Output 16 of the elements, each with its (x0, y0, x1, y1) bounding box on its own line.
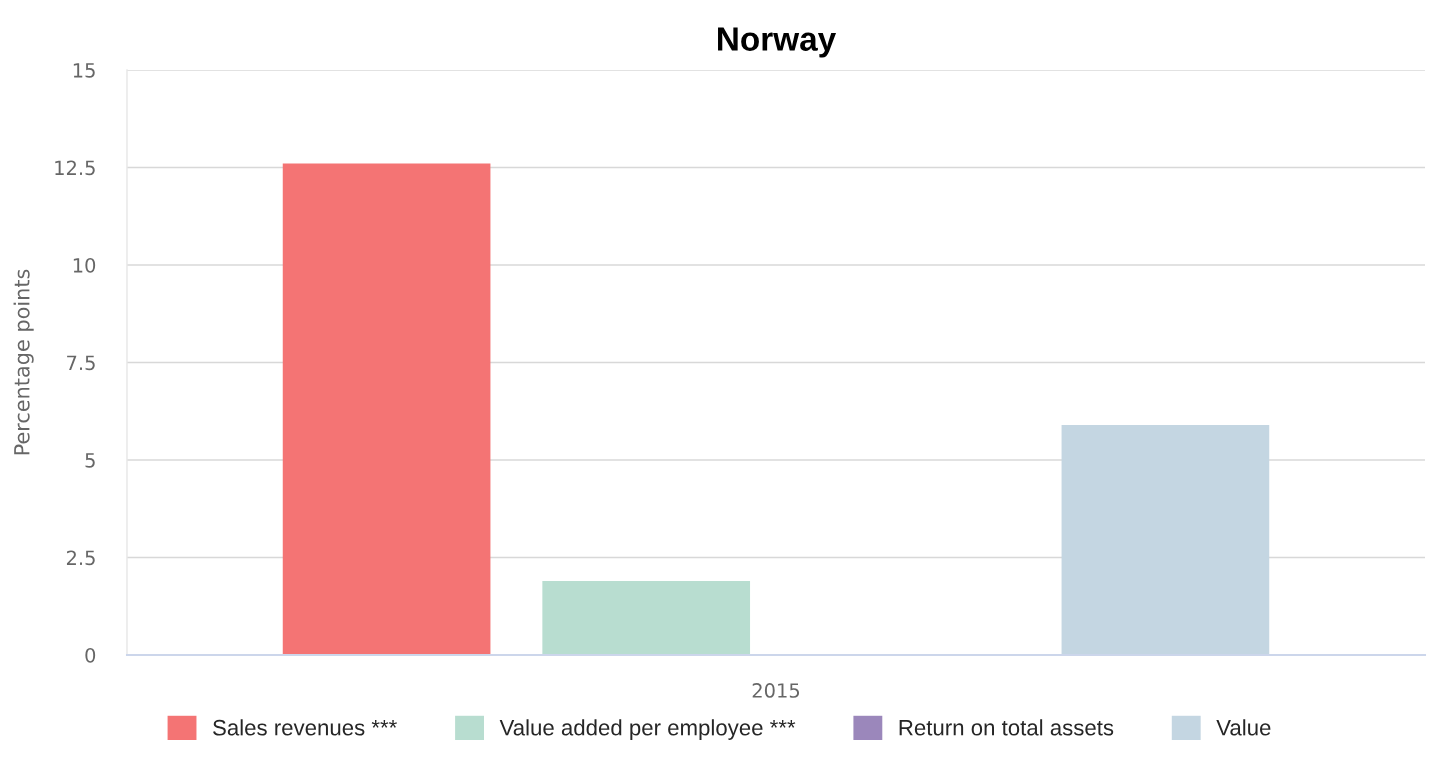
legend-label: Value (1216, 719, 1271, 736)
legend-label: Sales revenues *** (213, 719, 397, 736)
x-tick-label: 2015 (752, 683, 800, 698)
y-tick-label: 5 (85, 453, 95, 468)
legend-label: Value added per employee *** (499, 719, 796, 740)
y-tick-label: 2.5 (66, 550, 95, 566)
legend-label: Return on total assets (899, 719, 1114, 736)
y-axis-title: Percentage points (13, 269, 34, 455)
bar (542, 580, 751, 655)
y-tick-label: 7.5 (67, 355, 95, 371)
bar (282, 163, 491, 655)
y-tick-label: 0 (85, 647, 96, 663)
y-tick-label: 12.5 (55, 160, 95, 176)
y-tick-label: 15 (73, 63, 95, 78)
chart-title: Norway (718, 27, 837, 58)
y-tick-label: 10 (73, 257, 96, 273)
